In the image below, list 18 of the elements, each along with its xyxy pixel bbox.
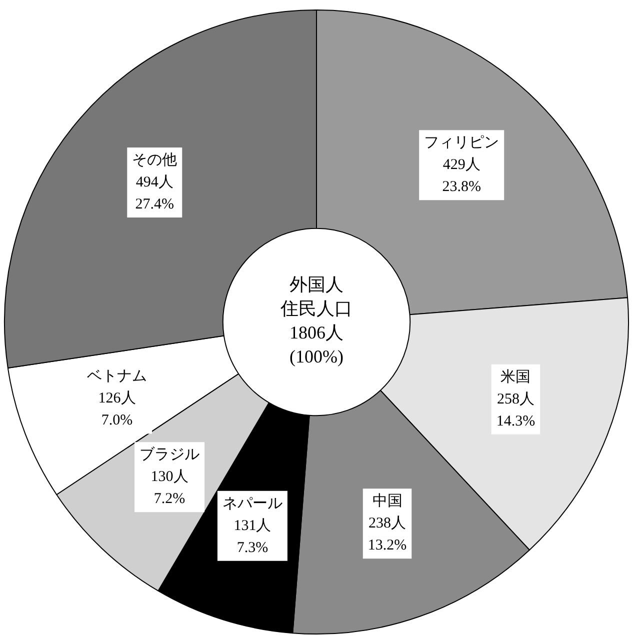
data-label: 494人 27.4%: [135, 174, 174, 212]
data-label: 238人 13.2%: [368, 516, 407, 554]
text: 住民人口: [280, 298, 352, 319]
data-label: 126人 7.0%: [98, 390, 136, 429]
data-label: 131人 7.3%: [234, 518, 272, 556]
slice-label: ベトナム: [87, 368, 148, 385]
text: (100%): [290, 346, 344, 367]
slice-label: 米国: [500, 368, 531, 386]
data-label: 258人 14.3%: [496, 391, 536, 430]
slice-label: ブラジル: [140, 446, 200, 464]
slice-label: 中国: [372, 492, 402, 510]
slice-label: ネパール: [222, 496, 282, 512]
slice-label: その他: [132, 151, 178, 168]
slice-label: フィリピン: [424, 135, 500, 152]
data-label: 429人 23.8%: [442, 157, 481, 196]
data-label: 130人 7.2%: [150, 469, 188, 508]
text: 1806人: [290, 322, 344, 343]
text: 外国人: [290, 274, 344, 295]
